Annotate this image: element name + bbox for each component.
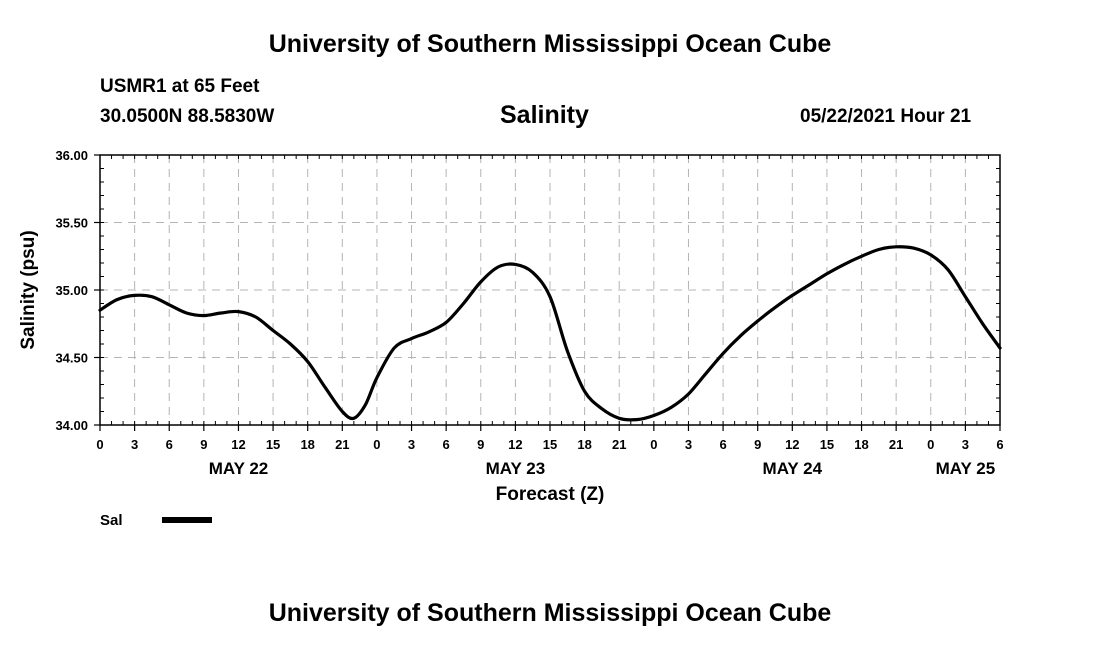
x-tick-label: 6 — [719, 437, 726, 452]
x-axis-title: Forecast (Z) — [496, 484, 605, 505]
x-tick-label: 21 — [335, 437, 349, 452]
station-label: USMR1 at 65 Feet — [100, 76, 260, 97]
x-tick-label: 6 — [996, 437, 1003, 452]
x-tick-label: 9 — [200, 437, 207, 452]
x-tick-label: 15 — [266, 437, 280, 452]
y-tick-label: 35.50 — [55, 216, 88, 231]
x-tick-label: 15 — [820, 437, 834, 452]
x-tick-label: 6 — [443, 437, 450, 452]
x-tick-label: 0 — [96, 437, 103, 452]
day-label: MAY 23 — [486, 459, 546, 478]
footer-title: University of Southern Mississippi Ocean… — [268, 599, 832, 627]
x-tick-label: 12 — [785, 437, 799, 452]
x-tick-label: 3 — [962, 437, 969, 452]
x-tick-label: 0 — [927, 437, 934, 452]
x-tick-label: 12 — [231, 437, 245, 452]
station-coordinates: 30.0500N 88.5830W — [100, 106, 275, 127]
x-tick-label: 18 — [300, 437, 314, 452]
legend-label: Sal — [100, 512, 123, 529]
x-tick-label: 12 — [508, 437, 522, 452]
y-tick-label: 34.00 — [55, 418, 88, 433]
x-tick-label: 3 — [685, 437, 692, 452]
day-label: MAY 25 — [936, 459, 996, 478]
chart-title: Salinity — [500, 101, 589, 129]
x-tick-label: 18 — [854, 437, 868, 452]
y-tick-label: 36.00 — [55, 148, 88, 163]
day-label: MAY 24 — [763, 459, 823, 478]
day-label: MAY 22 — [209, 459, 269, 478]
forecast-datetime: 05/22/2021 Hour 21 — [800, 106, 972, 127]
x-tick-label: 18 — [577, 437, 591, 452]
x-tick-label: 21 — [889, 437, 903, 452]
x-tick-label: 3 — [408, 437, 415, 452]
y-tick-label: 34.50 — [55, 351, 88, 366]
y-tick-label: 35.00 — [55, 283, 88, 298]
x-tick-label: 9 — [754, 437, 761, 452]
series-line-sal — [98, 245, 1002, 422]
x-tick-label: 21 — [612, 437, 626, 452]
x-tick-label: 3 — [131, 437, 138, 452]
x-tick-label: 0 — [650, 437, 657, 452]
x-tick-label: 9 — [477, 437, 484, 452]
x-tick-label: 0 — [373, 437, 380, 452]
x-tick-label: 6 — [166, 437, 173, 452]
y-axis-title: Salinity (psu) — [18, 230, 39, 349]
x-tick-label: 15 — [543, 437, 557, 452]
page-title: University of Southern Mississippi Ocean… — [268, 30, 832, 58]
